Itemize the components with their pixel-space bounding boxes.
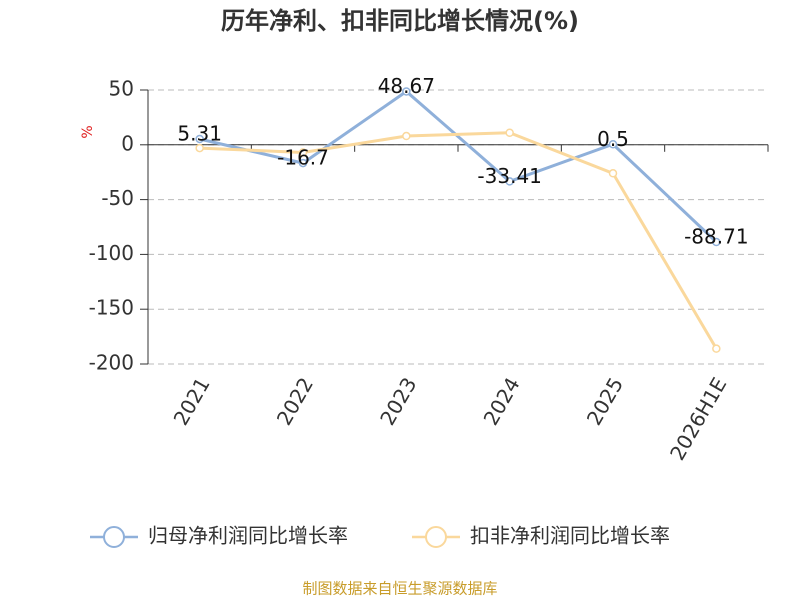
point [402, 87, 411, 96]
data-label: -33.41 [477, 164, 541, 188]
y-tick-label: -150 [89, 296, 134, 320]
point [195, 134, 204, 144]
point [712, 344, 721, 353]
data-label: 5.31 [177, 121, 222, 145]
data-label: -88.71 [684, 225, 748, 249]
point [195, 143, 204, 153]
series-line [199, 89, 718, 244]
point [298, 158, 308, 168]
legend-label: 归母净利润同比增长率 [148, 524, 348, 548]
data-label: 0.5 [597, 127, 629, 151]
series-line [199, 131, 718, 350]
legend-marker [103, 526, 125, 548]
x-tick-label: 2024 [479, 373, 525, 429]
y-tick-label: 50 [109, 77, 134, 101]
legend-marker [425, 526, 447, 548]
source-note: 制图数据来自恒生聚源数据库 [302, 580, 497, 598]
y-tick-label: -50 [101, 186, 134, 210]
point [402, 131, 411, 141]
x-tick-label: 2023 [375, 373, 421, 429]
y-tick-label: 0 [121, 131, 134, 155]
point [608, 140, 618, 149]
y-axis-label: % [80, 125, 96, 138]
point [608, 169, 618, 178]
x-tick-label: 2025 [582, 373, 628, 429]
point [298, 148, 308, 157]
data-label: -16.7 [277, 146, 329, 170]
data-label: 48.67 [378, 74, 435, 98]
legend-label: 扣非净利润同比增长率 [470, 524, 670, 548]
x-tick-label: 2022 [272, 373, 318, 429]
point [712, 237, 721, 247]
x-tick-label: 2021 [169, 373, 215, 429]
point [505, 128, 514, 137]
y-tick-label: -100 [89, 241, 134, 265]
chart-title: 历年净利、扣非同比增长情况(%) [221, 7, 579, 35]
y-tick-label: -200 [89, 351, 134, 375]
point [505, 177, 514, 186]
x-tick-label: 2026H1E [665, 373, 731, 464]
